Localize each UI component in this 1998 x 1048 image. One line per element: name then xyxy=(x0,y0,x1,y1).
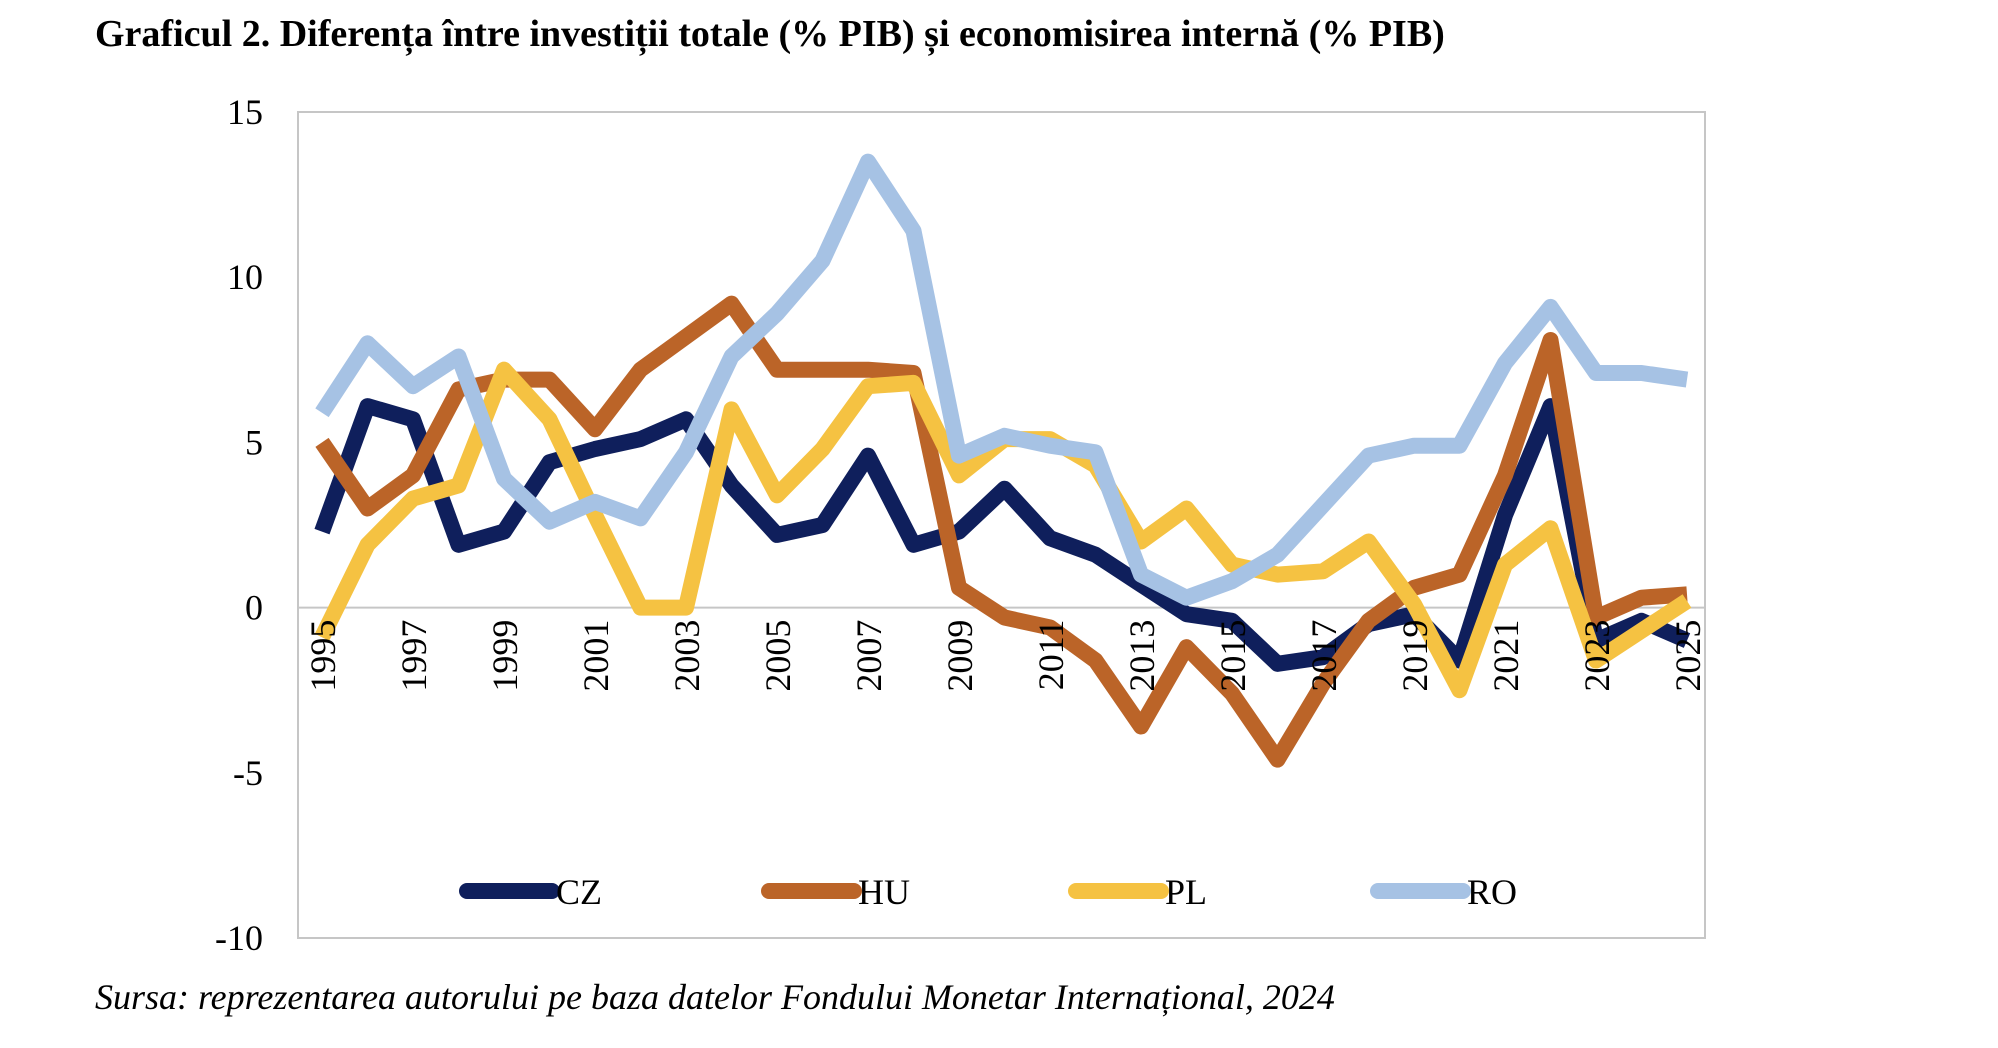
series-line-hu xyxy=(315,295,1688,768)
x-tick-label: 2011 xyxy=(1031,620,1071,691)
x-tick-label: 2021 xyxy=(1486,620,1526,692)
legend-item-pl: PL xyxy=(1068,872,1207,912)
legend-item-ro: RO xyxy=(1370,872,1517,912)
x-tick-label: 2015 xyxy=(1213,620,1253,692)
x-tick-label: 2009 xyxy=(940,620,980,692)
x-tick-label: 2023 xyxy=(1577,620,1617,692)
legend-label: HU xyxy=(858,872,910,912)
y-tick-label: -5 xyxy=(233,753,263,793)
legend-label: CZ xyxy=(556,872,602,912)
x-tick-label: 2019 xyxy=(1395,620,1435,692)
chart-title: Graficul 2. Diferența între investiții t… xyxy=(95,13,1445,55)
x-tick-label: 2007 xyxy=(849,620,889,692)
y-tick-label: -10 xyxy=(215,918,263,958)
x-tick-label: 1999 xyxy=(485,620,525,692)
y-tick-label: 0 xyxy=(245,588,263,628)
series-line-ro xyxy=(315,153,1689,606)
legend-label: RO xyxy=(1467,872,1517,912)
x-tick-label: 2025 xyxy=(1668,620,1708,692)
x-tick-label: 2013 xyxy=(1122,620,1162,692)
x-tick-label: 2003 xyxy=(667,620,707,692)
plot-area-border xyxy=(297,111,1706,939)
legend-label: PL xyxy=(1165,872,1207,912)
chart-source: Sursa: reprezentarea autorului pe baza d… xyxy=(95,977,1335,1017)
y-tick-label: 10 xyxy=(227,257,263,297)
series-line-cz xyxy=(314,398,1691,672)
x-tick-label: 1997 xyxy=(394,620,434,692)
legend-item-cz: CZ xyxy=(459,872,602,912)
x-tick-label: 1995 xyxy=(303,620,343,692)
x-tick-label: 2005 xyxy=(758,620,798,692)
x-tick-label: 2017 xyxy=(1304,620,1344,692)
y-tick-label: 5 xyxy=(245,422,263,462)
y-tick-label: 15 xyxy=(227,92,263,132)
x-tick-label: 2001 xyxy=(576,620,616,692)
legend-item-hu: HU xyxy=(761,872,910,912)
